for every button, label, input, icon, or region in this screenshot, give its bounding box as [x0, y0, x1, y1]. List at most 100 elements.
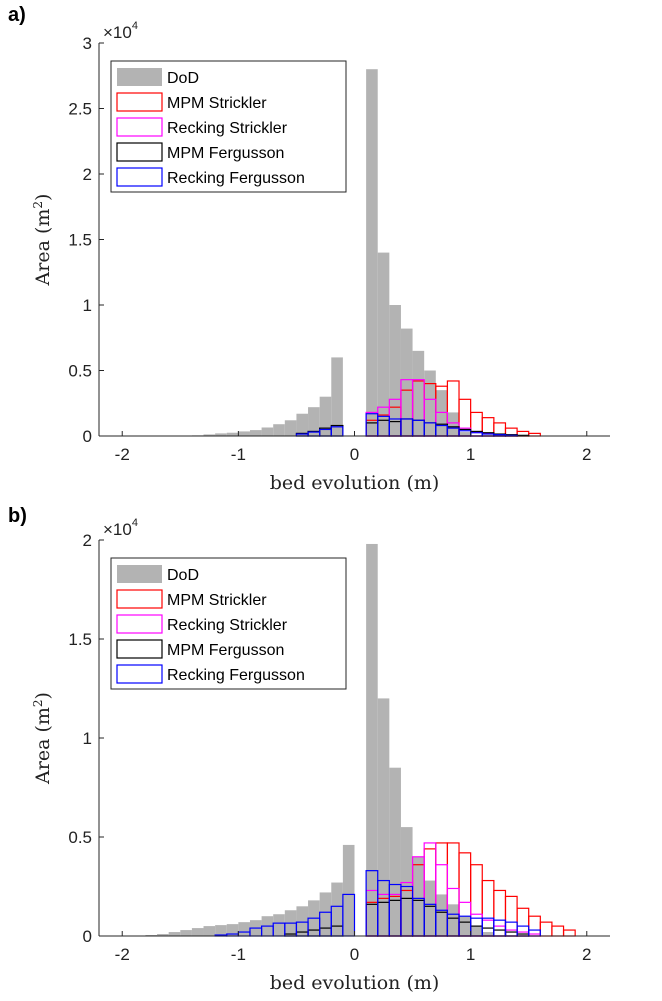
- dod-bar: [168, 932, 181, 936]
- x-tick-label: 2: [582, 445, 591, 464]
- legend-swatch: [117, 68, 162, 86]
- hist-bar: [493, 919, 507, 937]
- dod-bar: [331, 357, 343, 436]
- dod-bar: [435, 390, 448, 436]
- dod-bar: [331, 882, 343, 936]
- y-tick-label: 2: [83, 531, 92, 550]
- dod-bar: [238, 431, 250, 436]
- y-tick-label: 0: [83, 427, 92, 446]
- dod-bar: [400, 827, 413, 936]
- dod-bar: [424, 370, 436, 436]
- legend-swatch: [116, 664, 163, 684]
- hist-bar: [504, 929, 518, 937]
- dod-bar: [308, 407, 320, 436]
- legend-entry: MPM Fergusson: [167, 642, 284, 659]
- dod-bar: [342, 844, 355, 936]
- dod-bar: [296, 413, 309, 436]
- dod-bar: [319, 396, 332, 436]
- x-tick-label: -2: [115, 445, 130, 464]
- hist-bar: [551, 925, 565, 937]
- hist-bar: [539, 921, 553, 937]
- dod-bar: [238, 922, 250, 936]
- y-axis-label-main: Area (m: [32, 209, 54, 287]
- x-tick-label: -2: [115, 945, 130, 964]
- y-axis-label-sup: 2: [31, 699, 45, 707]
- legend-swatch: [116, 92, 163, 112]
- legend-swatch: [117, 565, 162, 583]
- y-tick-label: 0.5: [68, 362, 92, 381]
- dod-bar: [284, 420, 297, 436]
- legend-entry: Recking Strickler: [167, 617, 288, 634]
- y-axis-label: Area (m2): [31, 194, 54, 287]
- dod-bar: [412, 856, 425, 936]
- hist-bar: [493, 889, 507, 937]
- histogram-chart-b: -2 -1 0 1 2 0 0.5 1 1.5 2 ×104 bed evolution (m) Are…: [31, 517, 610, 994]
- x-tick-label: 0: [350, 945, 359, 964]
- y-tick-label: 1.5: [68, 231, 92, 250]
- dod-bar: [400, 328, 413, 436]
- y-tick-label: 1: [83, 729, 92, 748]
- x-tick-label: -1: [231, 445, 246, 464]
- y-tick-label: 3: [83, 34, 92, 53]
- dod-bar: [389, 305, 401, 436]
- hist-bar: [562, 929, 576, 937]
- dod-bar: [366, 543, 378, 936]
- legend-entry: DoD: [167, 567, 199, 584]
- x-tick-label: 1: [466, 445, 475, 464]
- hist-bar: [504, 921, 518, 937]
- legend-entry: MPM Strickler: [167, 592, 267, 609]
- dod-bar: [319, 892, 332, 936]
- y-axis-label: Area (m2): [31, 692, 54, 785]
- y-exponent-power: 4: [132, 20, 138, 32]
- y-tick-label: 1: [83, 296, 92, 315]
- dod-bar: [215, 925, 227, 936]
- legend-swatch: [116, 142, 163, 162]
- hist-bar: [493, 929, 507, 937]
- dod-bar: [261, 427, 274, 436]
- dod-bar: [180, 930, 192, 936]
- dod-bar: [377, 252, 390, 436]
- hist-bar: [470, 864, 483, 937]
- x-tick-label: 2: [582, 945, 591, 964]
- y-tick-label: 2: [83, 165, 92, 184]
- y-axis-label-end: ): [32, 692, 54, 699]
- y-exponent-label: ×104: [103, 20, 138, 42]
- legend-swatch: [116, 167, 163, 187]
- hist-bar: [493, 925, 507, 937]
- dod-bar: [215, 433, 227, 436]
- legend: DoD MPM Strickler Recking Strickler MPM Fer…: [110, 557, 347, 690]
- dod-bar: [389, 767, 401, 936]
- dod-bar: [435, 894, 448, 936]
- dod-bar: [447, 412, 460, 436]
- legend-entry: Recking Fergusson: [167, 667, 305, 684]
- legend-entry: MPM Strickler: [167, 95, 267, 112]
- panel-a-label: a): [8, 4, 26, 26]
- dod-bar: [459, 432, 471, 436]
- x-tick-label: 0: [350, 445, 359, 464]
- dod-bar: [157, 934, 169, 936]
- hist-bar: [528, 915, 541, 937]
- y-exponent-label: ×104: [103, 517, 138, 539]
- dod-bar: [273, 914, 285, 936]
- dod-bar: [377, 698, 390, 936]
- x-axis-label: bed evolution (m): [270, 972, 440, 994]
- dod-bar: [366, 69, 378, 436]
- dod-bar: [459, 916, 471, 936]
- dod-bar: [191, 928, 204, 936]
- dod-bar: [470, 926, 483, 936]
- dod-bar: [296, 906, 309, 936]
- dod-bar: [447, 904, 460, 936]
- legend-swatch: [116, 639, 163, 659]
- y-tick-label: 1.5: [68, 630, 92, 649]
- legend-swatch: [116, 117, 163, 137]
- dod-bar: [226, 432, 239, 436]
- y-axis-label-sup: 2: [31, 201, 45, 209]
- legend: DoD MPM Strickler Recking Strickler MPM Fer…: [110, 60, 347, 193]
- legend-entry: DoD: [167, 70, 199, 87]
- y-tick-label: 0: [83, 927, 92, 946]
- x-axis-label: bed evolution (m): [270, 472, 440, 494]
- dod-bar: [249, 430, 262, 436]
- histogram-chart-a: -2 -1 0 1 2 0 0.5 1 1.5 2 2.5 3 ×104 bed evolution (m…: [31, 20, 610, 494]
- y-axis-label-main: Area (m: [32, 707, 54, 785]
- panel-b-label: b): [8, 505, 27, 527]
